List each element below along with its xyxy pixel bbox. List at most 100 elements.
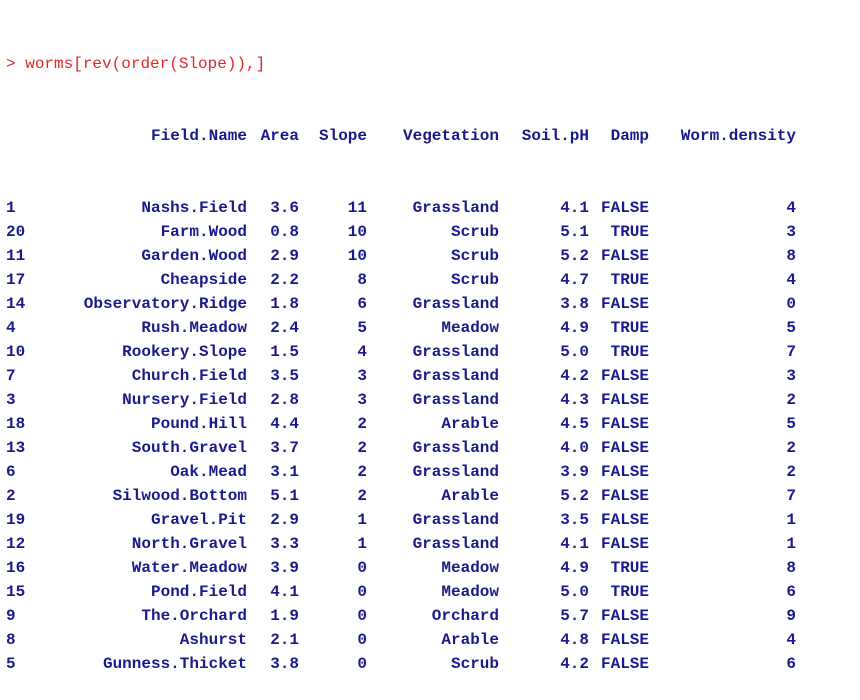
vegetation-cell: Grassland bbox=[412, 535, 499, 553]
worm-density-cell: 1 bbox=[786, 511, 796, 529]
field-name-cell: Cheapside bbox=[160, 271, 247, 289]
worm-density-cell: 6 bbox=[786, 583, 796, 601]
vegetation-cell: Meadow bbox=[441, 559, 499, 577]
worm-density-cell: 3 bbox=[786, 367, 796, 385]
worm-density-cell: 6 bbox=[786, 655, 796, 673]
soil-ph-cell: 5.0 bbox=[560, 583, 589, 601]
table-row: 20 Farm.Wood 0.8 10 Scrub 5.1 TRUE 3 bbox=[6, 220, 860, 244]
field-name-cell: Pound.Hill bbox=[150, 415, 247, 433]
field-name-cell: South.Gravel bbox=[131, 439, 247, 457]
area-cell: 4.4 bbox=[270, 415, 299, 433]
command-line[interactable]: > worms[rev(order(Slope)),] bbox=[6, 52, 860, 76]
row-index: 17 bbox=[6, 271, 26, 289]
slope-cell: 0 bbox=[357, 631, 367, 649]
soil-ph-cell: 4.1 bbox=[560, 535, 589, 553]
slope-cell: 0 bbox=[357, 559, 367, 577]
row-index: 1 bbox=[6, 199, 16, 217]
column-header-area: Area bbox=[260, 127, 299, 145]
damp-cell: FALSE bbox=[600, 487, 649, 505]
field-name-cell: Church.Field bbox=[131, 367, 247, 385]
slope-cell: 2 bbox=[357, 463, 367, 481]
damp-cell: TRUE bbox=[610, 583, 649, 601]
slope-cell: 1 bbox=[357, 511, 367, 529]
row-index: 2 bbox=[6, 487, 16, 505]
vegetation-cell: Scrub bbox=[450, 247, 499, 265]
soil-ph-cell: 4.9 bbox=[560, 559, 589, 577]
table-row: 18 Pound.Hill 4.4 2 Arable 4.5 FALSE 5 bbox=[6, 412, 860, 436]
vegetation-cell: Scrub bbox=[450, 655, 499, 673]
row-index: 7 bbox=[6, 367, 16, 385]
worm-density-cell: 4 bbox=[786, 199, 796, 217]
vegetation-cell: Grassland bbox=[412, 367, 499, 385]
area-cell: 3.5 bbox=[270, 367, 299, 385]
column-header-field-name: Field.Name bbox=[150, 127, 247, 145]
worm-density-cell: 2 bbox=[786, 439, 796, 457]
column-header-damp: Damp bbox=[610, 127, 649, 145]
field-name-cell: Silwood.Bottom bbox=[112, 487, 247, 505]
slope-cell: 0 bbox=[357, 655, 367, 673]
vegetation-cell: Arable bbox=[441, 415, 499, 433]
area-cell: 2.1 bbox=[270, 631, 299, 649]
damp-cell: FALSE bbox=[600, 631, 649, 649]
worm-density-cell: 7 bbox=[786, 487, 796, 505]
slope-cell: 0 bbox=[357, 583, 367, 601]
field-name-cell: Garden.Wood bbox=[141, 247, 247, 265]
column-header-soil-ph: Soil.pH bbox=[521, 127, 589, 145]
table-row: 3 Nursery.Field 2.8 3 Grassland 4.3 FALSE 2 bbox=[6, 388, 860, 412]
slope-cell: 3 bbox=[357, 391, 367, 409]
worm-density-cell: 5 bbox=[786, 319, 796, 337]
area-cell: 3.3 bbox=[270, 535, 299, 553]
damp-cell: TRUE bbox=[610, 271, 649, 289]
field-name-cell: Oak.Mead bbox=[170, 463, 247, 481]
soil-ph-cell: 5.2 bbox=[560, 247, 589, 265]
vegetation-cell: Grassland bbox=[412, 295, 499, 313]
vegetation-cell: Scrub bbox=[450, 271, 499, 289]
table-row: 15 Pond.Field 4.1 0 Meadow 5.0 TRUE 6 bbox=[6, 580, 860, 604]
worm-density-cell: 7 bbox=[786, 343, 796, 361]
row-index: 14 bbox=[6, 295, 26, 313]
field-name-cell: Nashs.Field bbox=[141, 199, 247, 217]
soil-ph-cell: 4.2 bbox=[560, 367, 589, 385]
slope-cell: 5 bbox=[357, 319, 367, 337]
damp-cell: FALSE bbox=[600, 463, 649, 481]
damp-cell: TRUE bbox=[610, 319, 649, 337]
area-cell: 3.7 bbox=[270, 439, 299, 457]
slope-cell: 11 bbox=[347, 199, 367, 217]
prompt-symbol: > bbox=[6, 55, 16, 73]
area-cell: 3.6 bbox=[270, 199, 299, 217]
field-name-cell: Rookery.Slope bbox=[122, 343, 247, 361]
field-name-cell: The.Orchard bbox=[141, 607, 247, 625]
worm-density-cell: 9 bbox=[786, 607, 796, 625]
worm-density-cell: 3 bbox=[786, 223, 796, 241]
soil-ph-cell: 4.1 bbox=[560, 199, 589, 217]
table-row: 12 North.Gravel 3.3 1 Grassland 4.1 FALSE 1 bbox=[6, 532, 860, 556]
soil-ph-cell: 4.8 bbox=[560, 631, 589, 649]
table-row: 10 Rookery.Slope 1.5 4 Grassland 5.0 TRUE 7 bbox=[6, 340, 860, 364]
table-row: 7 Church.Field 3.5 3 Grassland 4.2 FALSE 3 bbox=[6, 364, 860, 388]
damp-cell: FALSE bbox=[600, 439, 649, 457]
worm-density-cell: 2 bbox=[786, 463, 796, 481]
table-row: 14 Observatory.Ridge 1.8 6 Grassland 3.8 FALSE… bbox=[6, 292, 860, 316]
vegetation-cell: Scrub bbox=[450, 223, 499, 241]
row-index: 4 bbox=[6, 319, 16, 337]
field-name-cell: Nursery.Field bbox=[122, 391, 247, 409]
table-row: 2 Silwood.Bottom 5.1 2 Arable 5.2 FALSE 7 bbox=[6, 484, 860, 508]
row-index: 19 bbox=[6, 511, 26, 529]
damp-cell: FALSE bbox=[600, 199, 649, 217]
damp-cell: FALSE bbox=[600, 607, 649, 625]
table-header-row: Field.Name Area Slope Vegetation Soil.pH Damp… bbox=[6, 124, 860, 148]
slope-cell: 10 bbox=[347, 247, 367, 265]
damp-cell: FALSE bbox=[600, 367, 649, 385]
area-cell: 5.1 bbox=[270, 487, 299, 505]
vegetation-cell: Grassland bbox=[412, 511, 499, 529]
area-cell: 2.2 bbox=[270, 271, 299, 289]
field-name-cell: Observatory.Ridge bbox=[83, 295, 247, 313]
slope-cell: 1 bbox=[357, 535, 367, 553]
row-index: 9 bbox=[6, 607, 16, 625]
table-body: 1 Nashs.Field 3.6 11 Grassland 4.1 FALSE 4 20 Far… bbox=[6, 196, 860, 676]
slope-cell: 3 bbox=[357, 367, 367, 385]
area-cell: 2.8 bbox=[270, 391, 299, 409]
slope-cell: 2 bbox=[357, 487, 367, 505]
r-console[interactable]: > worms[rev(order(Slope)),] Field.Name Ar… bbox=[0, 0, 860, 673]
area-cell: 3.8 bbox=[270, 655, 299, 673]
